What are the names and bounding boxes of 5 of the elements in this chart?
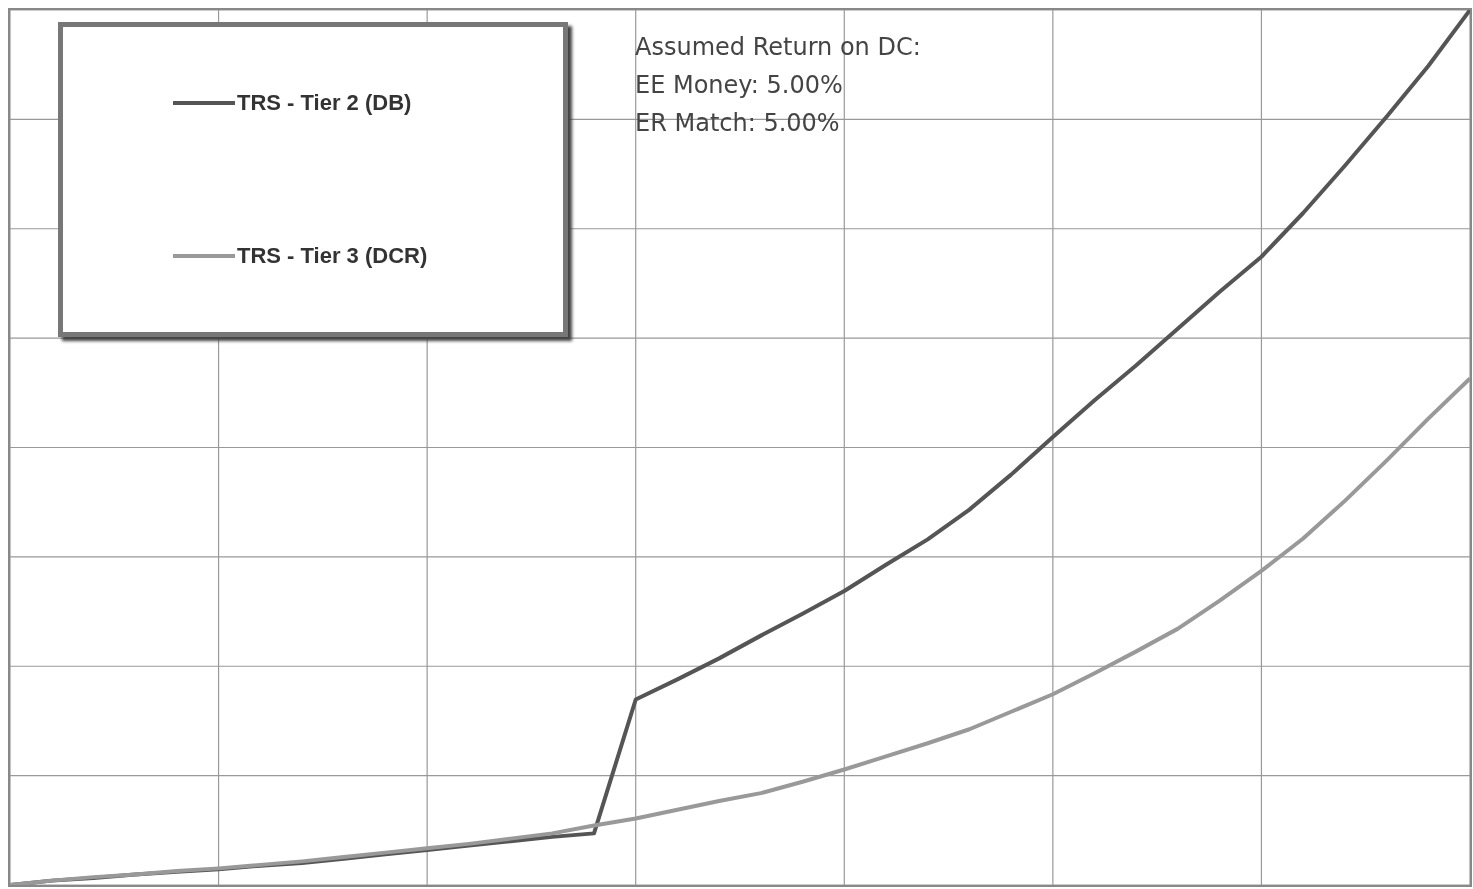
annotation: EE Money: 5.00% xyxy=(635,70,844,101)
legend-label: TRS - Tier 2 (DB) xyxy=(237,90,412,117)
legend-label: TRS - Tier 3 (DCR) xyxy=(237,242,428,269)
annotation: ER Match: 5.00% xyxy=(635,108,841,139)
annotation: Assumed Return on DC: xyxy=(635,32,921,63)
